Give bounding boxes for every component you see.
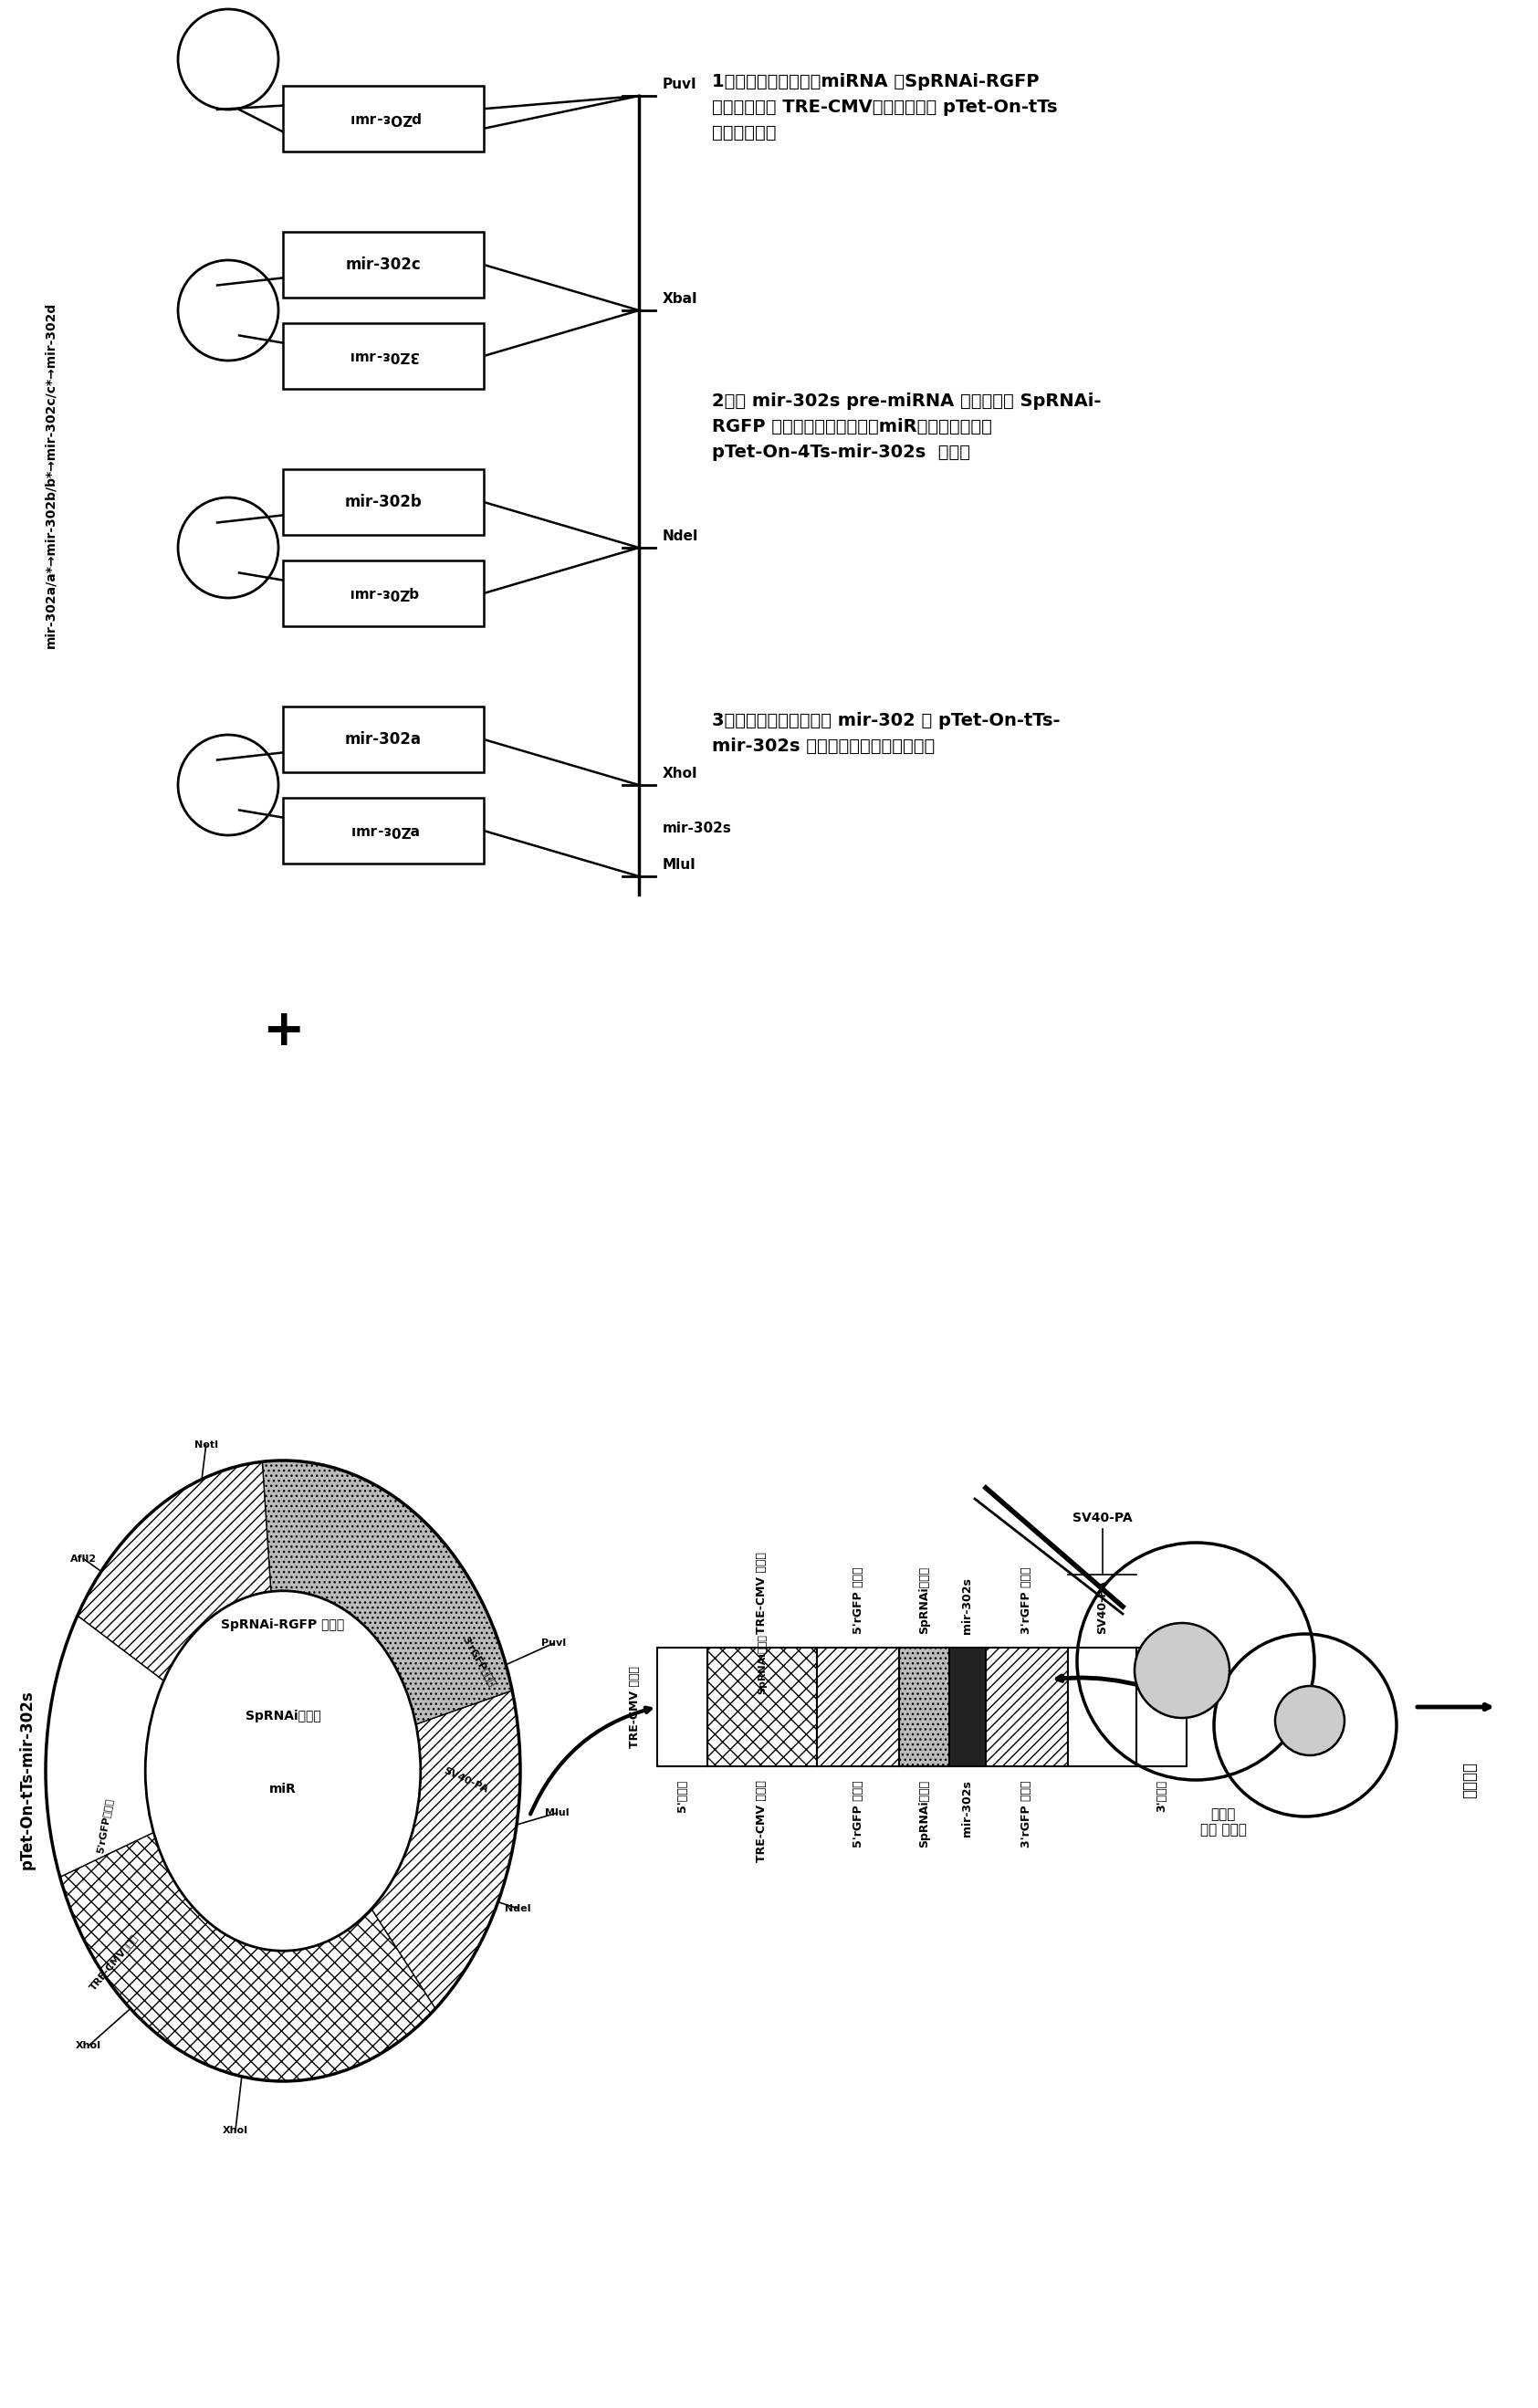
Polygon shape (263, 1462, 512, 1724)
Bar (283, 706, 484, 773)
Bar (1137, 1647, 1187, 1767)
Text: SV40-PA: SV40-PA (1097, 1580, 1107, 1635)
Text: MluI: MluI (544, 1808, 569, 1818)
Bar (949, 1647, 986, 1767)
Text: SpRNAi-RGFP 转基因: SpRNAi-RGFP 转基因 (221, 1618, 345, 1630)
Text: SV40-PA: SV40-PA (1072, 1512, 1132, 1524)
Polygon shape (60, 1832, 435, 2081)
Text: mir-302c: mir-302c (346, 258, 421, 272)
Text: 3'rGFP 外显子: 3'rGFP 外显子 (1021, 1780, 1034, 1847)
Text: mir-302s: mir-302s (663, 821, 732, 836)
Text: pZOɛ-ɹɯı: pZOɛ-ɹɯı (348, 111, 420, 125)
Text: XbaI: XbaI (663, 291, 698, 306)
Text: 电穿孔
或者 微注射: 电穿孔 或者 微注射 (1200, 1808, 1246, 1837)
Text: 5'rGFP外显子: 5'rGFP外显子 (95, 1796, 114, 1854)
Text: 3'rGFP外显子: 3'rGFP外显子 (461, 1635, 497, 1688)
Text: miR: miR (269, 1782, 297, 1796)
Text: SpRNAi内含子: SpRNAi内含子 (245, 1710, 321, 1722)
Text: NdeI: NdeI (504, 1905, 531, 1912)
Text: mir-302a/a*→mir-302b/b*→mir-302c/c*→mir-302d: mir-302a/a*→mir-302b/b*→mir-302c/c*→mir-… (43, 301, 57, 648)
Text: TRE-CMV启动子: TRE-CMV启动子 (88, 1934, 140, 1991)
Text: XhoI: XhoI (663, 766, 698, 780)
Text: SpRNAi内含子: SpRNAi内含子 (918, 1565, 930, 1635)
Circle shape (1135, 1623, 1229, 1717)
Text: NotI: NotI (194, 1440, 218, 1450)
Bar (657, 1647, 707, 1767)
Polygon shape (77, 1462, 271, 1681)
Text: XhoI: XhoI (223, 2126, 248, 2136)
Bar (986, 1647, 1067, 1767)
Text: +: + (261, 1007, 305, 1057)
Bar (1067, 1647, 1137, 1767)
Bar (283, 797, 484, 864)
Polygon shape (46, 1616, 163, 1876)
Text: 5'rGFP 外显子: 5'rGFP 外显子 (852, 1780, 864, 1847)
Text: TRE-CMV 启动子: TRE-CMV 启动子 (629, 1666, 641, 1748)
Text: 1、将表达预先设计的miRNA 的SpRNAi-RGFP
转基因插入到 TRE-CMV启动子驱动的 pTet-On-tTs
质粒载体中；: 1、将表达预先设计的miRNA 的SpRNAi-RGFP 转基因插入到 TRE-… (712, 72, 1058, 142)
Text: SpRNAi内含子: SpRNAi内含子 (758, 1635, 767, 1695)
Bar (283, 561, 484, 626)
Circle shape (1275, 1686, 1344, 1755)
Text: 同源插入: 同源插入 (1461, 1763, 1478, 1799)
Text: TRE-CMV 启动子: TRE-CMV 启动子 (757, 1551, 767, 1635)
Text: 5'rGFP 外显子: 5'rGFP 外显子 (852, 1568, 864, 1635)
Polygon shape (372, 1690, 520, 2008)
Text: PuvI: PuvI (541, 1637, 566, 1647)
Bar (707, 1647, 817, 1767)
Text: 2、将 mir-302s pre-miRNA 基因群集于 SpRNAi-
RGFP 转基因的内含子区域（miR），以形成新的
pTet-On-4Ts-mir-3: 2、将 mir-302s pre-miRNA 基因群集于 SpRNAi- RGF… (712, 393, 1101, 460)
Text: 5'同源物: 5'同源物 (677, 1780, 687, 1813)
Text: PuvI: PuvI (663, 77, 697, 92)
Text: 3Z0ɛ-ɹɯı: 3Z0ɛ-ɹɯı (349, 349, 418, 364)
Text: 3'同源物: 3'同源物 (1155, 1780, 1167, 1813)
Text: mir-302s: mir-302s (961, 1577, 974, 1635)
Text: XhoI: XhoI (75, 2042, 102, 2049)
Text: 3'rGFP 外显子: 3'rGFP 外显子 (1021, 1568, 1034, 1635)
Text: NdeI: NdeI (663, 530, 698, 544)
Text: 3、使用电穿孔法将编码 mir-302 的 pTet-On-tTs-
mir-302s 载体转染到体贵主细胞中；: 3、使用电穿孔法将编码 mir-302 的 pTet-On-tTs- mir-3… (712, 713, 1060, 754)
Text: MluI: MluI (663, 857, 697, 872)
Text: pTet-On-tTs-mir-302s: pTet-On-tTs-mir-302s (18, 1690, 35, 1869)
Text: mir-302b: mir-302b (345, 494, 421, 510)
Text: AflI2: AflI2 (71, 1553, 97, 1563)
Text: SpRNAi内含子: SpRNAi内含子 (918, 1780, 930, 1847)
Bar (817, 1647, 900, 1767)
Text: SV40-PA: SV40-PA (441, 1765, 489, 1794)
Bar (283, 323, 484, 388)
Text: TRE-CMV 启动子: TRE-CMV 启动子 (757, 1780, 767, 1861)
Text: mir-302s: mir-302s (961, 1780, 974, 1837)
Bar (283, 470, 484, 535)
Bar (283, 87, 484, 152)
Bar (900, 1647, 949, 1767)
Text: ɐZ0ɛ-ɹɯı: ɐZ0ɛ-ɹɯı (349, 824, 418, 838)
Text: mir-302a: mir-302a (345, 732, 421, 746)
Text: qZ0ɛ-ɹɯı: qZ0ɛ-ɹɯı (349, 588, 418, 600)
Bar (283, 231, 484, 299)
